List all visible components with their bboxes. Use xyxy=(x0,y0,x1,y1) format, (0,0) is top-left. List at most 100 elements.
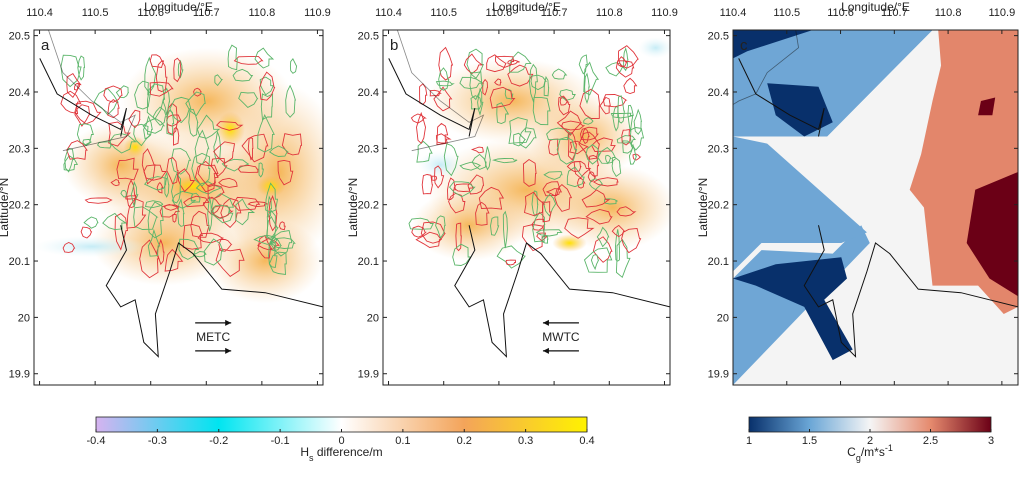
x-tick-label: 110.8 xyxy=(249,7,276,19)
contour xyxy=(269,229,293,257)
contour xyxy=(558,95,571,116)
contour xyxy=(170,148,192,175)
contour xyxy=(470,95,483,110)
contour xyxy=(509,51,532,73)
contour xyxy=(218,177,238,188)
contour xyxy=(433,86,453,112)
colorbar: 1 1.5 2 2.5 3 Cg/m*s-1 xyxy=(746,416,994,463)
x-tick-label: 110.8 xyxy=(935,7,962,19)
contour xyxy=(285,84,297,118)
contour xyxy=(134,80,151,110)
coastline xyxy=(733,30,799,105)
contour xyxy=(532,96,551,126)
x-tick-label: 110.5 xyxy=(773,7,800,19)
contour xyxy=(193,87,202,97)
contour xyxy=(502,210,508,249)
contour xyxy=(627,104,634,132)
contour xyxy=(177,198,185,227)
contour xyxy=(163,204,180,211)
x-axis-label: Longitude/°E xyxy=(841,0,910,14)
contour xyxy=(215,248,245,277)
contour xyxy=(583,117,594,125)
contour xyxy=(615,238,631,279)
plot-frame xyxy=(382,29,671,386)
contour xyxy=(408,217,434,230)
contour xyxy=(114,213,129,251)
contour xyxy=(164,171,170,198)
contour xyxy=(416,111,426,145)
contour xyxy=(257,234,273,259)
contour xyxy=(144,200,164,209)
contour xyxy=(210,205,234,224)
negative-anomaly xyxy=(34,235,150,258)
contour xyxy=(232,196,261,211)
contour xyxy=(623,77,638,94)
x-tick-label: 110.9 xyxy=(304,7,331,19)
contour xyxy=(102,212,128,231)
x-tick-label: 110.7 xyxy=(881,7,908,19)
contour xyxy=(611,224,626,238)
contour xyxy=(139,239,160,279)
contour xyxy=(522,158,537,187)
contour xyxy=(592,177,619,187)
contour xyxy=(580,126,599,141)
wave-peak xyxy=(256,175,286,197)
contour xyxy=(227,44,238,71)
wave-peak xyxy=(216,111,245,148)
colorbar: -0.4 -0.3 -0.2 -0.1 0 0.1 0.2 0.3 0.4 Hs differen… xyxy=(87,416,595,463)
contour xyxy=(194,129,210,165)
contour xyxy=(507,64,534,87)
contour xyxy=(585,144,600,165)
x-tick-label: 110.6 xyxy=(486,7,513,19)
contour xyxy=(84,197,113,204)
contour xyxy=(494,78,502,86)
contour xyxy=(628,143,638,165)
coastline xyxy=(39,58,127,137)
y-tick-label: 20 xyxy=(367,312,379,324)
cyclone-label: MWTC xyxy=(542,330,580,344)
contour xyxy=(611,157,622,178)
contour xyxy=(548,138,559,156)
wave-peak xyxy=(552,234,587,252)
contour xyxy=(147,201,164,239)
contour xyxy=(259,76,274,96)
contour xyxy=(513,132,527,147)
y-tick-label: 20.3 xyxy=(9,143,30,155)
label-subscript: s xyxy=(309,453,314,463)
contour xyxy=(120,189,128,198)
contour xyxy=(183,195,210,208)
x-tick-label: 110.5 xyxy=(82,7,109,19)
contour xyxy=(197,232,224,244)
contour xyxy=(559,89,576,101)
contour xyxy=(66,72,82,99)
contour xyxy=(177,168,196,193)
panel-letter: a xyxy=(41,37,50,54)
contour xyxy=(60,90,82,115)
y-axis-label: Latitude/°N xyxy=(696,178,710,238)
contour xyxy=(143,176,168,191)
contour xyxy=(419,83,428,106)
contour xyxy=(210,157,228,177)
velocity-field xyxy=(733,257,853,361)
contour xyxy=(241,133,269,163)
y-tick-label: 20.5 xyxy=(9,31,30,43)
contour xyxy=(490,216,500,236)
contour xyxy=(532,211,545,243)
contour xyxy=(194,160,219,193)
contour xyxy=(266,195,272,218)
contour xyxy=(110,178,120,187)
contour xyxy=(543,171,563,180)
y-tick-label: 20.4 xyxy=(358,87,379,99)
contour xyxy=(599,96,611,115)
contour xyxy=(633,108,642,135)
map-body xyxy=(34,30,323,358)
contour xyxy=(583,61,600,96)
contour xyxy=(265,182,279,213)
contour xyxy=(546,127,573,141)
contour xyxy=(411,225,427,238)
y-tick-label: 20.3 xyxy=(358,143,379,155)
contour xyxy=(484,146,491,171)
contour xyxy=(108,133,137,154)
contour xyxy=(197,163,219,187)
contour xyxy=(429,89,442,97)
